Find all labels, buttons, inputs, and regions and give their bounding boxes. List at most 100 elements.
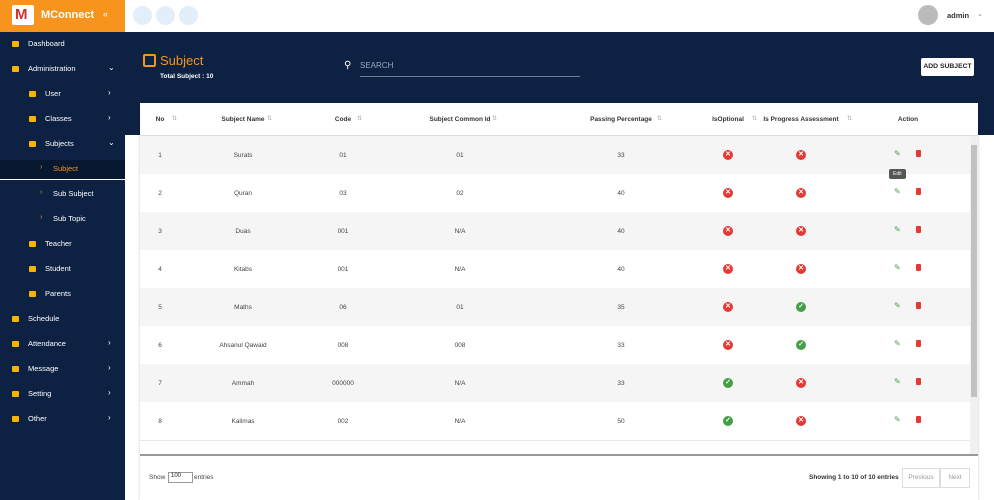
- cross-icon: ✕: [723, 302, 733, 312]
- menu-item[interactable]: Message: [28, 364, 59, 373]
- scroll-thumb: [971, 145, 977, 397]
- table-cell: 03: [339, 190, 347, 197]
- menu-item[interactable]: Subjects: [45, 139, 74, 148]
- table-cell: Kitabs: [233, 266, 253, 273]
- delete-button[interactable]: [916, 340, 921, 347]
- prev-button[interactable]: Previous: [902, 468, 940, 488]
- edit-button[interactable]: ✎: [894, 301, 901, 310]
- edit-button[interactable]: ✎: [894, 339, 901, 348]
- delete-button[interactable]: [916, 150, 921, 157]
- cross-icon: ✕: [723, 340, 733, 350]
- table-cell: 3: [158, 228, 162, 235]
- table-cell: Kalimas: [231, 418, 255, 425]
- menu-icon: [12, 41, 19, 47]
- edit-button[interactable]: ✎: [894, 187, 901, 196]
- avatar[interactable]: [918, 5, 938, 25]
- chevron: ›: [108, 363, 111, 372]
- menu-item[interactable]: Other: [28, 414, 47, 423]
- table-cell: 01: [456, 304, 464, 311]
- table-cell: 40: [617, 266, 625, 273]
- table-cell: 1: [158, 152, 162, 159]
- edit-button[interactable]: ✎: [894, 225, 901, 234]
- menu-icon: [29, 116, 36, 122]
- user-name[interactable]: admin: [947, 11, 970, 20]
- table-row: [140, 288, 970, 327]
- chevron: ›: [108, 388, 111, 397]
- table-row: [140, 364, 970, 403]
- cross-icon: ✕: [723, 226, 733, 236]
- table-cell: 000000: [332, 380, 354, 387]
- menu-item[interactable]: Schedule: [28, 314, 60, 323]
- delete-button[interactable]: [916, 302, 921, 309]
- table-cell: N/A: [454, 380, 466, 387]
- menu-item[interactable]: Parents: [45, 289, 71, 298]
- table-cell: 33: [617, 342, 625, 349]
- chevron: ›: [108, 338, 111, 347]
- table-cell: N/A: [454, 228, 466, 235]
- table-cell: Quran: [233, 190, 253, 197]
- menu-icon: [12, 341, 19, 347]
- menu-item[interactable]: User: [45, 89, 61, 98]
- menu-icon: [12, 416, 19, 422]
- chevron: ›: [108, 88, 111, 97]
- sort-icon: ⇅: [172, 116, 178, 122]
- icon-button[interactable]: [156, 6, 175, 25]
- check-icon: ✓: [796, 340, 806, 350]
- next-button[interactable]: Next: [940, 468, 970, 488]
- table-cell: 01: [339, 152, 347, 159]
- chevron: ⌄: [108, 63, 115, 72]
- menu-item[interactable]: Teacher: [45, 239, 72, 248]
- info: Showing 1 to 10 of 10 entries: [809, 474, 899, 481]
- table-cell: 6: [158, 342, 162, 349]
- table-cell: 06: [339, 304, 347, 311]
- column-header: Subject Common Id: [429, 116, 491, 123]
- delete-button[interactable]: [916, 188, 921, 195]
- edit-button[interactable]: ✎: [894, 149, 901, 158]
- menu-item[interactable]: Student: [45, 264, 71, 273]
- table-cell: N/A: [454, 266, 466, 273]
- app-name: MConnect: [41, 9, 95, 21]
- cross-icon: ✕: [796, 188, 806, 198]
- table-row: [140, 136, 970, 175]
- edit-button[interactable]: ✎: [894, 263, 901, 272]
- menu-icon: [29, 91, 36, 97]
- sort-icon: ⇅: [752, 116, 758, 122]
- delete-button[interactable]: [916, 378, 921, 385]
- menu-item[interactable]: Administration: [28, 64, 76, 73]
- subtitle: Total Subject : 10: [160, 73, 214, 80]
- sort-icon: ⇅: [267, 116, 273, 122]
- menu-icon: [29, 291, 36, 297]
- menu-item[interactable]: Subject: [53, 164, 79, 173]
- delete-button[interactable]: [916, 264, 921, 271]
- delete-button[interactable]: [916, 226, 921, 233]
- icon-button[interactable]: [179, 6, 198, 25]
- page-size-select[interactable]: 100: [168, 472, 193, 483]
- active-bg: [0, 160, 125, 180]
- delete-button[interactable]: [916, 416, 921, 423]
- icon-button[interactable]: [133, 6, 152, 25]
- menu-icon: ›: [40, 189, 43, 196]
- table-cell: 4: [158, 266, 162, 273]
- brand: M MConnect «: [0, 0, 125, 32]
- table-cell: 002: [337, 418, 349, 425]
- add-button[interactable]: ADD SUBJECT: [921, 58, 974, 76]
- collapse-toggle[interactable]: «: [103, 9, 109, 19]
- check-icon: ✓: [796, 302, 806, 312]
- menu-item[interactable]: Dashboard: [28, 39, 65, 48]
- menu-item[interactable]: Classes: [45, 114, 72, 123]
- menu-item[interactable]: Sub Topic: [53, 214, 86, 223]
- table-cell: 50: [617, 418, 625, 425]
- sort-icon: ⇅: [492, 116, 498, 122]
- entries-label: entries: [194, 474, 214, 481]
- menu-item[interactable]: Attendance: [28, 339, 66, 348]
- cross-icon: ✕: [723, 150, 733, 160]
- menu-item[interactable]: Setting: [28, 389, 52, 398]
- edit-button[interactable]: ✎: [894, 377, 901, 386]
- menu-icon: ›: [40, 214, 43, 221]
- menu-item[interactable]: Sub Subject: [53, 189, 94, 198]
- table-cell: 33: [617, 380, 625, 387]
- search-input[interactable]: SEARCH: [360, 61, 580, 77]
- table-row: [140, 402, 970, 441]
- edit-button[interactable]: ✎: [894, 415, 901, 424]
- footer-line: [140, 454, 978, 456]
